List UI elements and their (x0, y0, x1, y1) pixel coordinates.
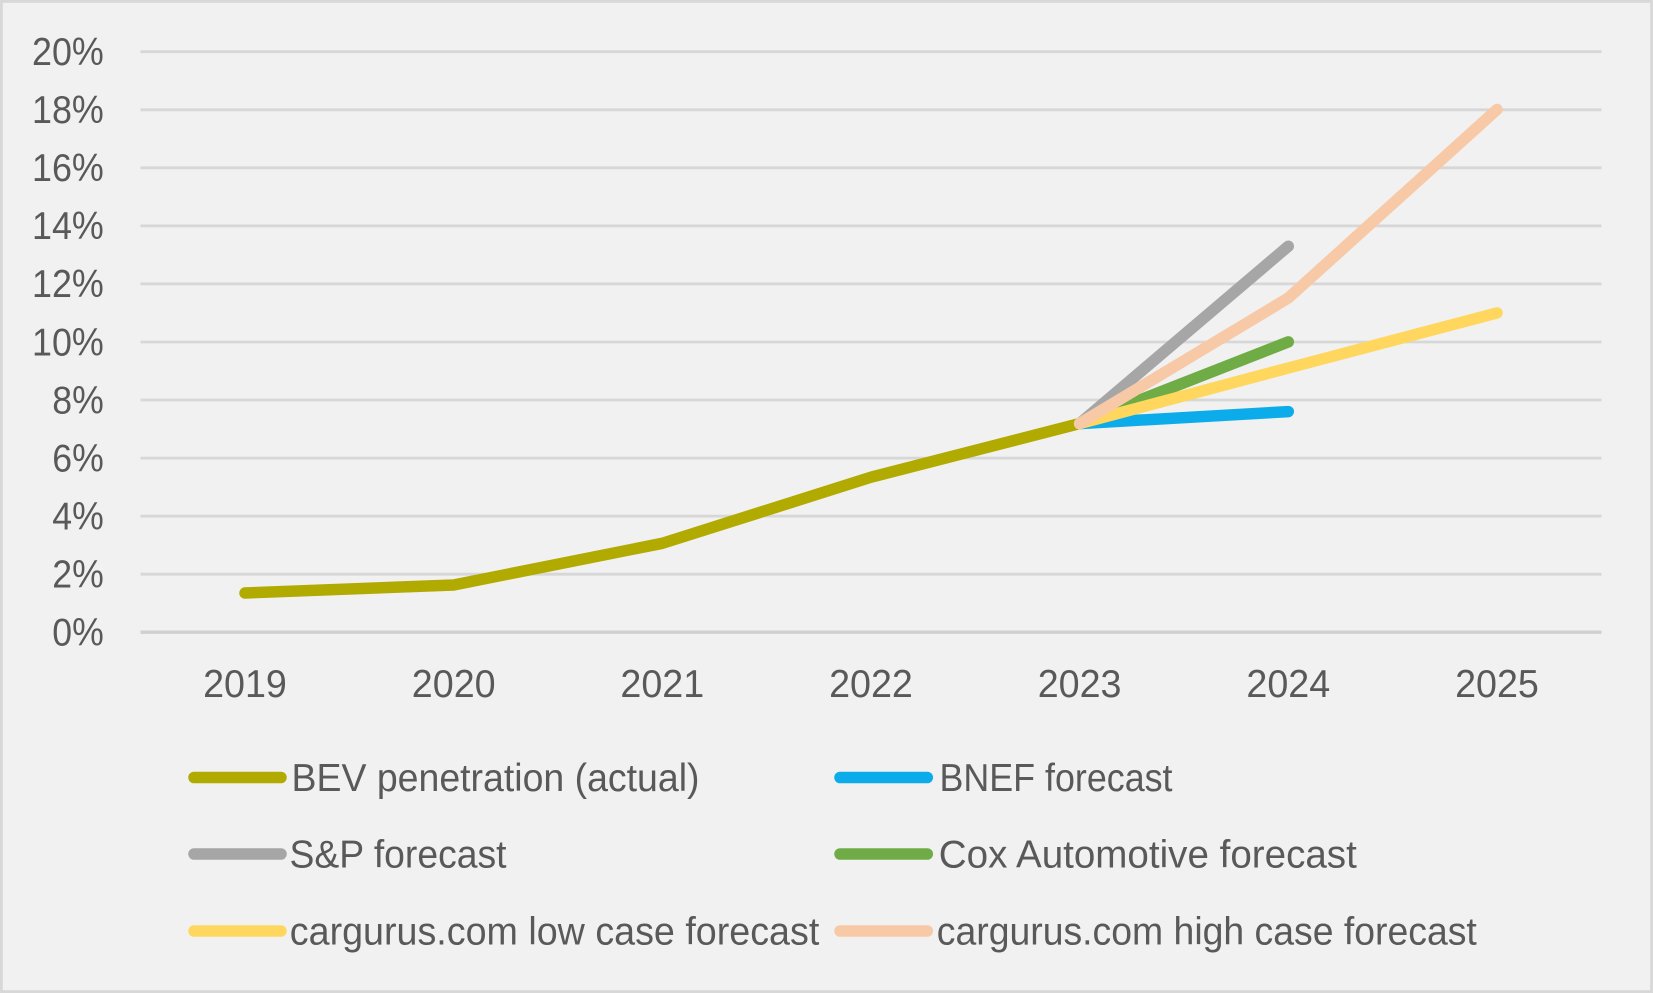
svg-text:2%: 2% (52, 554, 104, 597)
svg-text:18%: 18% (32, 89, 104, 132)
svg-text:cargurus.com low case forecast: cargurus.com low case forecast (290, 910, 820, 953)
svg-text:BNEF forecast: BNEF forecast (940, 757, 1173, 800)
svg-text:S&P forecast: S&P forecast (290, 833, 507, 876)
svg-text:2020: 2020 (412, 663, 496, 706)
svg-text:0%: 0% (52, 612, 104, 655)
svg-text:2023: 2023 (1038, 663, 1122, 706)
svg-text:16%: 16% (32, 147, 104, 190)
svg-text:2022: 2022 (829, 663, 913, 706)
svg-text:cargurus.com high case forecas: cargurus.com high case forecast (937, 910, 1477, 953)
svg-text:4%: 4% (52, 495, 104, 538)
svg-text:12%: 12% (32, 263, 104, 306)
svg-text:20%: 20% (32, 31, 104, 74)
svg-text:2025: 2025 (1455, 663, 1539, 706)
svg-text:BEV penetration (actual): BEV penetration (actual) (292, 757, 700, 800)
svg-text:10%: 10% (32, 321, 104, 364)
svg-text:2021: 2021 (620, 663, 704, 706)
svg-text:8%: 8% (52, 379, 104, 422)
svg-text:Cox Automotive forecast: Cox Automotive forecast (939, 833, 1357, 876)
svg-text:14%: 14% (32, 205, 104, 248)
svg-text:2019: 2019 (203, 663, 287, 706)
svg-text:2024: 2024 (1246, 663, 1330, 706)
svg-text:6%: 6% (52, 437, 104, 480)
